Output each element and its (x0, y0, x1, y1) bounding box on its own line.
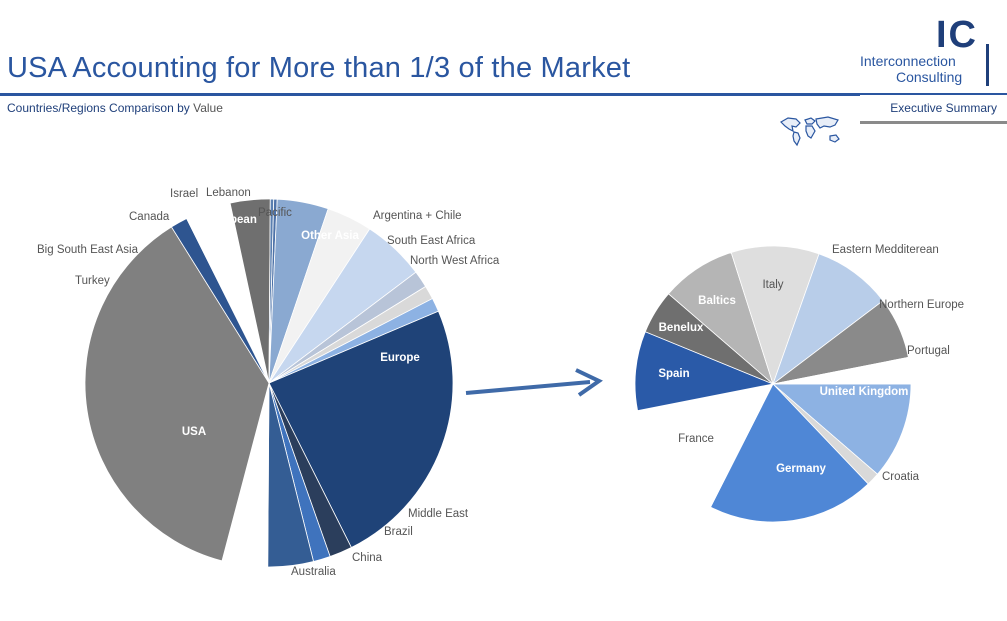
slice-italy (730, 245, 820, 386)
label-united-kingdom: United Kingdom (820, 386, 909, 398)
slice-france (637, 383, 774, 508)
subtitle-value: Value (193, 101, 223, 115)
slice-usa (84, 226, 270, 562)
logo-line-1: Interconnection (860, 53, 956, 69)
header-rule-right (860, 93, 1007, 95)
label-other-asia: Other Asia (301, 230, 359, 242)
label-canada: Canada (129, 211, 170, 223)
label-europe: Europe (380, 352, 420, 364)
label-north-west-africa: North West Africa (410, 255, 500, 267)
label-turkey: Turkey (75, 275, 110, 287)
label-croatia: Croatia (882, 471, 920, 483)
label-italy: Italy (762, 279, 783, 291)
label-eastern-medditerean: Eastern Medditerean (832, 244, 939, 256)
label-usa: USA (182, 426, 206, 438)
label-middle-east: Middle East (408, 508, 469, 520)
label-portugal: Portugal (907, 345, 950, 357)
label-benelux: Benelux (659, 322, 704, 334)
label-germany: Germany (776, 463, 826, 475)
slice-united-kingdom (771, 383, 912, 475)
logo-line-2: Consulting (896, 69, 963, 85)
label-south-east-africa: South East Africa (387, 235, 476, 247)
label-pacific: Pacific (258, 207, 292, 219)
label-argentina-chile: Argentina + Chile (373, 210, 462, 222)
label-china: China (352, 552, 383, 564)
slice-spain (634, 331, 775, 412)
subtitle-main: Countries/Regions Comparison by (7, 101, 194, 115)
slice-germany (710, 383, 869, 523)
subtitle: Countries/Regions Comparison by Value (7, 101, 223, 115)
header-rule (0, 93, 860, 96)
section-label: Executive Summary (890, 101, 997, 115)
arrow-icon (465, 368, 603, 397)
logo-bar (986, 44, 989, 86)
label-australia: Australia (291, 566, 336, 578)
pie-chart-countries: Europe Middle East Brazil China Australia USA… (37, 187, 500, 578)
slice-europe (268, 310, 454, 549)
label-france: France (678, 433, 714, 445)
label-northern-europe: Northern Europe (879, 299, 964, 311)
label-baltics: Baltics (698, 295, 736, 307)
label-lebanon: Lebanon (206, 187, 251, 199)
label-brazil: Brazil (384, 526, 413, 538)
section-rule (860, 121, 1007, 124)
label-spain: Spain (658, 368, 689, 380)
pie-chart-europe: United Kingdom Croatia Germany France Spain B… (634, 244, 964, 523)
slice-eastern-medditerean (772, 253, 884, 386)
label-carribean: Carribean (203, 214, 257, 226)
label-big-south-east-asia: Big South East Asia (37, 244, 139, 256)
slice-portugal (772, 356, 912, 385)
slice-north-west-africa (268, 298, 439, 384)
world-map-icon (780, 116, 840, 147)
company-logo: IC Interconnection Consulting (860, 14, 1005, 88)
label-israel: Israel (170, 188, 198, 200)
page-title: USA Accounting for More than 1/3 of the … (7, 52, 631, 84)
logo-mark: IC (936, 14, 978, 56)
